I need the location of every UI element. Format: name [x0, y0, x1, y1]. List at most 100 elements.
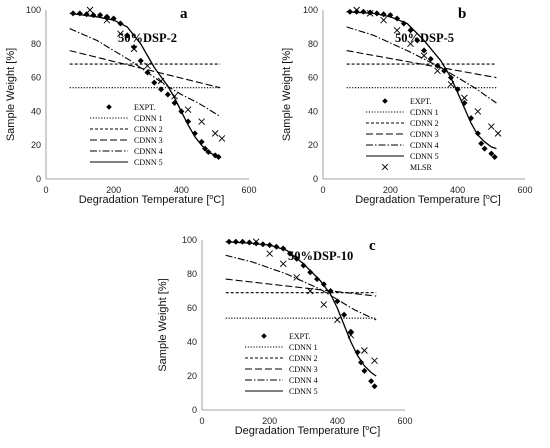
legend-marker — [261, 333, 267, 339]
data-point — [157, 77, 165, 85]
x-tick-label: 600 — [517, 185, 532, 195]
legend-label: CDNN 5 — [410, 152, 439, 161]
legend-label: CDNN 1 — [134, 114, 163, 123]
legend-label: MLSR — [410, 163, 432, 172]
legend-label: CDNN 3 — [410, 130, 439, 139]
series-mlsr — [353, 6, 502, 137]
data-point — [488, 150, 495, 157]
data-point — [314, 276, 321, 283]
data-point — [361, 367, 368, 374]
chart-panel-b: 0 20 40 60 80 100 0 200 400 600 Degradation Temper… — [281, 5, 533, 206]
y-tick-label: 40 — [31, 106, 41, 116]
data-point — [347, 331, 355, 339]
series-line — [69, 50, 221, 89]
y-tick-label: 80 — [31, 39, 41, 49]
panel-letter: a — [180, 6, 188, 22]
chart-panel-a: 0 20 40 60 80 100 0 200 400 600 Degradation Temper… — [5, 5, 257, 206]
legend-label: CDNN 3 — [289, 365, 318, 374]
data-point — [371, 357, 378, 365]
x-tick-label: 400 — [330, 416, 345, 426]
panel-title: 50%DSP-5 — [395, 31, 454, 45]
data-point — [239, 238, 246, 245]
data-point — [171, 92, 178, 100]
data-point — [306, 287, 314, 295]
data-point — [334, 298, 341, 305]
panel-title: 50%DSP-10 — [288, 249, 353, 263]
series-cdnn-4 — [346, 26, 497, 104]
series-mlsr — [86, 6, 226, 142]
y-tick-label: 40 — [187, 337, 197, 347]
y-tick-label: 40 — [308, 106, 318, 116]
y-tick-label: 80 — [308, 39, 318, 49]
y-axis-label: Sample Weight [%] — [5, 48, 17, 141]
series-mlsr — [252, 238, 378, 365]
legend: EXPT. CDNN 1 CDNN 2 CDNN 3 CDNN 4 CDNN 5 — [90, 103, 163, 167]
legend: EXPT. CDNN 1 CDNN 2 CDNN 3 CDNN 4 CDNN 5 MLSR — [366, 97, 439, 172]
x-tick-label: 200 — [262, 416, 277, 426]
legend-marker — [381, 163, 389, 171]
series-cdnn-5 — [69, 12, 221, 158]
data-point — [252, 238, 260, 246]
data-point — [393, 26, 401, 34]
data-point — [218, 135, 226, 142]
legend-label: EXPT. — [289, 332, 310, 341]
data-point — [211, 130, 219, 137]
data-point — [184, 106, 192, 114]
data-point — [320, 301, 328, 308]
data-point — [361, 347, 368, 354]
x-axis-label: Degradation Temperature [oC] — [79, 194, 225, 206]
y-axis-label: Sample Weight [%] — [281, 48, 293, 141]
legend: EXPT. CDNN 1 CDNN 2 CDNN 3 CDNN 4 CDNN 5 — [245, 332, 318, 396]
series-cdnn-3 — [225, 278, 377, 297]
legend-label: CDNN 1 — [410, 108, 439, 117]
legend-label: CDNN 2 — [410, 119, 439, 128]
legend-marker — [382, 98, 388, 104]
x-tick-label: 0 — [199, 416, 204, 426]
x-tick-label: 600 — [397, 416, 412, 426]
y-tick-label: 20 — [187, 371, 197, 381]
series-cdnn-4 — [225, 254, 377, 321]
data-point — [368, 378, 375, 385]
y-tick-label: 80 — [187, 269, 197, 279]
y-axis-label: Sample Weight [%] — [157, 278, 169, 371]
data-point — [434, 67, 441, 75]
data-point — [481, 145, 488, 152]
series-expt — [226, 238, 378, 390]
data-point — [367, 9, 374, 16]
data-point — [353, 6, 360, 14]
y-tick-label: 60 — [187, 303, 197, 313]
chart-panel-c: 0 20 40 60 80 100 0 200 400 600 Degradation Temper… — [157, 235, 413, 437]
data-point — [371, 383, 378, 390]
series-line — [69, 28, 221, 117]
legend-label: CDNN 3 — [134, 136, 163, 145]
x-tick-label: 0 — [43, 185, 48, 195]
series-line — [346, 26, 497, 104]
data-point — [347, 328, 354, 335]
data-point — [300, 262, 307, 269]
series-cdnn-3 — [346, 50, 497, 79]
data-point — [461, 94, 468, 102]
data-point — [488, 123, 495, 130]
y-tick-label: 0 — [36, 174, 41, 184]
data-point — [279, 260, 287, 268]
x-tick-label: 600 — [241, 185, 256, 195]
data-point — [266, 250, 273, 257]
data-point — [407, 40, 414, 48]
y-tick-label: 0 — [192, 405, 197, 415]
series-line — [346, 50, 497, 79]
legend-label: CDNN 1 — [289, 343, 318, 352]
y-tick-label: 100 — [26, 5, 41, 15]
data-point — [130, 45, 138, 53]
panel-letter: c — [369, 238, 376, 254]
legend-label: CDNN 2 — [134, 125, 163, 134]
data-point — [414, 37, 421, 44]
x-tick-label: 0 — [320, 185, 325, 195]
data-point — [421, 47, 427, 54]
data-point — [360, 8, 367, 15]
data-point — [478, 140, 485, 147]
y-tick-label: 100 — [303, 5, 318, 15]
data-point — [124, 32, 131, 39]
data-point — [474, 108, 482, 115]
data-point — [164, 91, 171, 98]
